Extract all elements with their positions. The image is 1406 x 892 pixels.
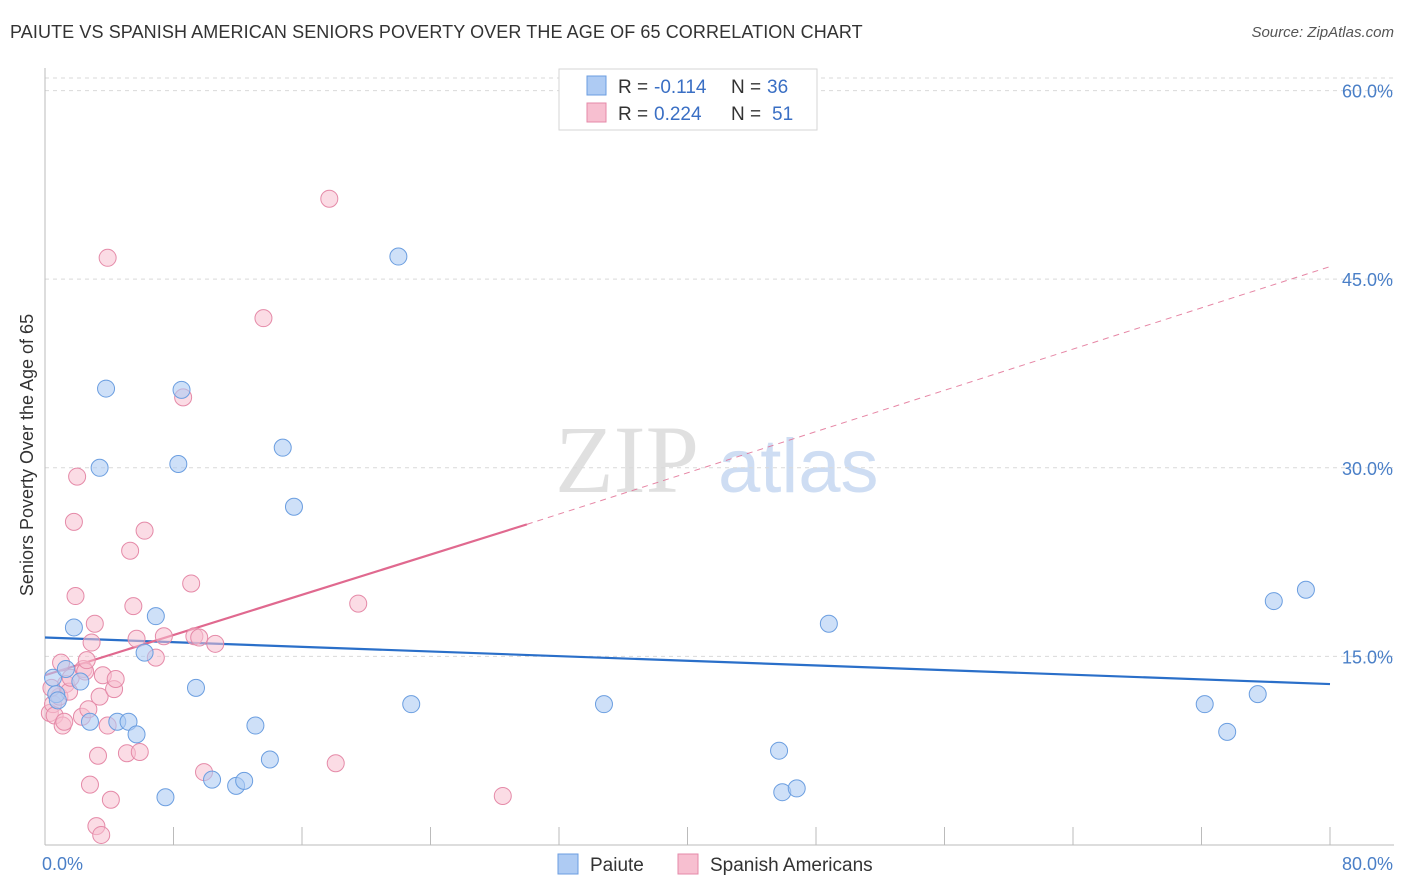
paiute-point	[80, 712, 99, 731]
watermark-atlas: atlas	[718, 424, 879, 509]
paiute-point	[203, 770, 222, 789]
trendlines	[44, 266, 1331, 686]
y-tick-label: 15.0%	[1342, 647, 1393, 667]
paiute-point	[119, 712, 138, 731]
paiute-point	[389, 247, 408, 266]
spanish-point	[121, 541, 140, 560]
spanish-legend-swatch	[586, 102, 607, 123]
paiute-r-label: R =	[618, 77, 648, 98]
paiute-point	[787, 779, 806, 798]
x-tick-label: 80.0%	[1342, 854, 1393, 874]
paiute-point	[1296, 580, 1315, 599]
paiute-point	[235, 771, 254, 790]
legend-spanish-label: Spanish Americans	[710, 855, 873, 876]
spanish-point	[89, 746, 108, 765]
spanish-r-label: R =	[618, 104, 648, 125]
paiute-point	[172, 380, 191, 399]
paiute-point	[1195, 695, 1214, 714]
paiute-n-label: N =	[731, 77, 761, 98]
spanish-point	[124, 597, 143, 616]
spanish-point	[106, 670, 125, 689]
paiute-point	[146, 607, 165, 626]
paiute-point	[260, 750, 279, 769]
paiute-point	[169, 455, 188, 474]
paiute-point	[127, 725, 146, 744]
spanish-point	[98, 248, 117, 267]
paiute-point	[186, 678, 205, 697]
paiute-point	[135, 643, 154, 662]
paiute-point	[156, 788, 175, 807]
spanish-point	[154, 627, 173, 646]
spanish-trendline	[44, 523, 528, 677]
spanish-point	[182, 574, 201, 593]
paiute-point	[1264, 592, 1283, 611]
spanish-point	[64, 512, 83, 531]
y-axis-label: Seniors Poverty Over the Age of 65	[17, 314, 37, 596]
spanish-point	[101, 790, 120, 809]
legend-paiute-swatch	[557, 853, 579, 875]
x-tick-label: 0.0%	[42, 854, 83, 874]
spanish-point	[254, 309, 273, 328]
paiute-point	[90, 458, 109, 477]
y-gridlines	[45, 77, 1394, 657]
source-label: Source: ZipAtlas.com	[1251, 24, 1394, 41]
paiute-point	[97, 379, 116, 398]
spanish-point	[326, 754, 345, 773]
y-tick-label: 30.0%	[1342, 459, 1393, 479]
spanish-point	[206, 634, 225, 653]
paiute-n-value: 36	[767, 77, 788, 98]
spanish-point	[130, 742, 149, 761]
paiute-point	[770, 741, 789, 760]
watermark-zip: ZIP	[555, 406, 699, 513]
chart-title: PAIUTE VS SPANISH AMERICAN SENIORS POVER…	[10, 22, 863, 42]
spanish-r-value: 0.224	[654, 104, 702, 125]
paiute-point	[402, 695, 421, 714]
spanish-point	[55, 712, 74, 731]
spanish-point	[349, 594, 368, 613]
watermark: ZIP atlas	[555, 406, 879, 513]
spanish-point	[77, 651, 96, 670]
spanish-point	[135, 521, 154, 540]
paiute-point	[273, 438, 292, 457]
paiute-point	[71, 672, 90, 691]
y-tick-label: 45.0%	[1342, 270, 1393, 290]
spanish-point	[320, 189, 339, 208]
spanish-point	[68, 467, 87, 486]
paiute-point	[56, 659, 75, 678]
paiute-point	[64, 618, 83, 637]
spanish-point	[92, 825, 111, 844]
spanish-point	[127, 629, 146, 648]
legend-paiute-label: Paiute	[590, 855, 644, 876]
paiute-point	[1218, 722, 1237, 741]
y-tick-label: 60.0%	[1342, 82, 1393, 102]
spanish-trendline-extension	[526, 266, 1331, 525]
paiute-point	[819, 614, 838, 633]
spanish-point	[82, 633, 101, 652]
spanish-point	[85, 614, 104, 633]
spanish-point	[66, 587, 85, 606]
paiute-point	[48, 691, 67, 710]
paiute-legend-swatch	[586, 75, 607, 96]
paiute-trendline	[44, 636, 1331, 686]
paiute-r-value: -0.114	[654, 77, 707, 98]
legend-spanish-swatch	[677, 853, 699, 875]
spanish-point	[80, 775, 99, 794]
spanish-point	[493, 786, 512, 805]
spanish-point	[190, 628, 209, 647]
spanish-point	[90, 687, 109, 706]
series-legend: Paiute Spanish Americans	[557, 853, 873, 876]
paiute-point	[594, 695, 613, 714]
spanish-n-label: N =	[731, 104, 761, 125]
paiute-point	[1248, 685, 1267, 704]
data-points	[40, 189, 1315, 844]
paiute-point	[246, 716, 265, 735]
spanish-n-value: 51	[772, 104, 793, 125]
axes	[44, 68, 1394, 846]
paiute-point	[284, 497, 303, 516]
stats-legend: R = -0.114 N = 36 R = 0.224 N = 51	[558, 68, 818, 131]
y-tick-labels: 15.0% 30.0% 45.0% 60.0%	[1342, 82, 1393, 668]
x-tick-labels: 0.0% 80.0%	[42, 854, 1393, 874]
